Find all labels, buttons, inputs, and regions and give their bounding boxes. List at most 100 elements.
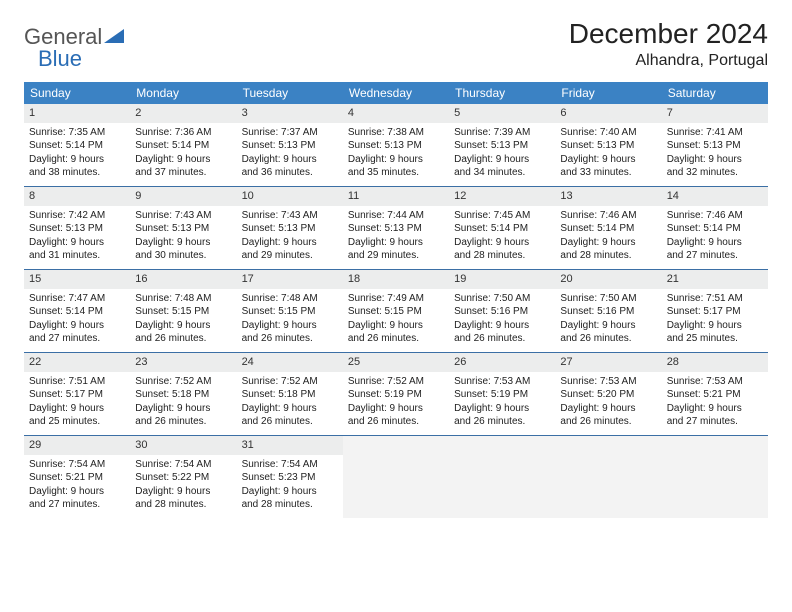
sunrise-line: Sunrise: 7:39 AM: [454, 126, 550, 140]
sunrise-line: Sunrise: 7:35 AM: [29, 126, 125, 140]
day-number: 25: [343, 353, 449, 372]
daylight-line-1: Daylight: 9 hours: [29, 402, 125, 416]
daylight-line-2: and 37 minutes.: [135, 166, 231, 180]
sunset-line: Sunset: 5:20 PM: [560, 388, 656, 402]
day-number: 30: [130, 436, 236, 455]
day-number: 12: [449, 187, 555, 206]
daylight-line-2: and 27 minutes.: [29, 332, 125, 346]
daylight-line-1: Daylight: 9 hours: [135, 319, 231, 333]
sunrise-line: Sunrise: 7:48 AM: [135, 292, 231, 306]
sunset-line: Sunset: 5:18 PM: [242, 388, 338, 402]
week-row: 8Sunrise: 7:42 AMSunset: 5:13 PMDaylight…: [24, 187, 768, 270]
sunrise-line: Sunrise: 7:46 AM: [560, 209, 656, 223]
daylight-line-1: Daylight: 9 hours: [560, 153, 656, 167]
day-cell: 13 Sunrise: 7:46 AMSunset: 5:14 PMDayligh…: [555, 187, 661, 269]
title-block: December 2024 Alhandra, Portugal: [569, 18, 768, 70]
sunrise-line: Sunrise: 7:52 AM: [348, 375, 444, 389]
day-cell: 18Sunrise: 7:49 AMSunset: 5:15 PMDayligh…: [343, 270, 449, 352]
daylight-line-2: and 25 minutes.: [667, 332, 763, 346]
day-number: 1: [24, 104, 130, 123]
daylight-line-2: and 25 minutes.: [29, 415, 125, 429]
daylight-line-1: Daylight: 9 hours: [135, 485, 231, 499]
sunrise-line: Sunrise: 7:50 AM: [454, 292, 550, 306]
day-number: 29: [24, 436, 130, 455]
daylight-line-1: Daylight: 9 hours: [29, 153, 125, 167]
day-number: 13: [555, 187, 661, 206]
day-number: 19: [449, 270, 555, 289]
day-cell: 5Sunrise: 7:39 AMSunset: 5:13 PMDaylight…: [449, 104, 555, 186]
day-header: Friday: [555, 82, 661, 104]
sunset-line: Sunset: 5:13 PM: [242, 139, 338, 153]
sunset-line: Sunset: 5:19 PM: [454, 388, 550, 402]
daylight-line-2: and 27 minutes.: [29, 498, 125, 512]
daylight-line-2: and 26 minutes.: [348, 332, 444, 346]
day-cell: 30Sunrise: 7:54 AMSunset: 5:22 PMDayligh…: [130, 436, 236, 518]
daylight-line-2: and 29 minutes.: [242, 249, 338, 263]
sunrise-line: Sunrise: 7:45 AM: [454, 209, 550, 223]
sunrise-line: Sunrise: 7:54 AM: [135, 458, 231, 472]
sunset-line: Sunset: 5:19 PM: [348, 388, 444, 402]
day-cell: 17Sunrise: 7:48 AMSunset: 5:15 PMDayligh…: [237, 270, 343, 352]
sunset-line: Sunset: 5:15 PM: [135, 305, 231, 319]
daylight-line-1: Daylight: 9 hours: [348, 402, 444, 416]
day-number: 28: [662, 353, 768, 372]
day-header: Thursday: [449, 82, 555, 104]
sunset-line: Sunset: 5:21 PM: [29, 471, 125, 485]
daylight-line-1: Daylight: 9 hours: [242, 485, 338, 499]
day-cell: 3Sunrise: 7:37 AMSunset: 5:13 PMDaylight…: [237, 104, 343, 186]
daylight-line-1: Daylight: 9 hours: [667, 319, 763, 333]
sunset-line: Sunset: 5:16 PM: [560, 305, 656, 319]
day-cell: 29Sunrise: 7:54 AMSunset: 5:21 PMDayligh…: [24, 436, 130, 518]
header: General Blue December 2024 Alhandra, Por…: [24, 18, 768, 72]
day-cell: 16Sunrise: 7:48 AMSunset: 5:15 PMDayligh…: [130, 270, 236, 352]
sunrise-line: Sunrise: 7:53 AM: [454, 375, 550, 389]
daylight-line-1: Daylight: 9 hours: [135, 153, 231, 167]
day-cell: 14Sunrise: 7:46 AMSunset: 5:14 PMDayligh…: [662, 187, 768, 269]
daylight-line-2: and 26 minutes.: [242, 332, 338, 346]
calendar-page: General Blue December 2024 Alhandra, Por…: [0, 0, 792, 536]
day-number: 26: [449, 353, 555, 372]
daylight-line-2: and 27 minutes.: [667, 249, 763, 263]
sunrise-line: Sunrise: 7:54 AM: [242, 458, 338, 472]
day-number: 14: [662, 187, 768, 206]
logo-word2: Blue: [38, 46, 124, 72]
day-cell: 28Sunrise: 7:53 AMSunset: 5:21 PMDayligh…: [662, 353, 768, 435]
day-cell: 6Sunrise: 7:40 AMSunset: 5:13 PMDaylight…: [555, 104, 661, 186]
day-number: 2: [130, 104, 236, 123]
daylight-line-2: and 36 minutes.: [242, 166, 338, 180]
daylight-line-1: Daylight: 9 hours: [135, 402, 231, 416]
sunset-line: Sunset: 5:17 PM: [667, 305, 763, 319]
sunset-line: Sunset: 5:15 PM: [242, 305, 338, 319]
sunrise-line: Sunrise: 7:41 AM: [667, 126, 763, 140]
sunset-line: Sunset: 5:14 PM: [560, 222, 656, 236]
daylight-line-1: Daylight: 9 hours: [560, 236, 656, 250]
day-number: 23: [130, 353, 236, 372]
day-cell: 19Sunrise: 7:50 AMSunset: 5:16 PMDayligh…: [449, 270, 555, 352]
week-row: 22Sunrise: 7:51 AMSunset: 5:17 PMDayligh…: [24, 353, 768, 436]
day-number: 27: [555, 353, 661, 372]
daylight-line-1: Daylight: 9 hours: [348, 236, 444, 250]
daylight-line-1: Daylight: 9 hours: [348, 319, 444, 333]
sunset-line: Sunset: 5:13 PM: [560, 139, 656, 153]
daylight-line-2: and 26 minutes.: [242, 415, 338, 429]
daylight-line-2: and 28 minutes.: [135, 498, 231, 512]
location: Alhandra, Portugal: [569, 52, 768, 70]
sunrise-line: Sunrise: 7:44 AM: [348, 209, 444, 223]
daylight-line-2: and 28 minutes.: [454, 249, 550, 263]
day-cell: 10Sunrise: 7:43 AMSunset: 5:13 PMDayligh…: [237, 187, 343, 269]
day-number: 20: [555, 270, 661, 289]
day-header: Sunday: [24, 82, 130, 104]
day-number: 10: [237, 187, 343, 206]
daylight-line-1: Daylight: 9 hours: [135, 236, 231, 250]
sunrise-line: Sunrise: 7:54 AM: [29, 458, 125, 472]
empty-cell: [449, 436, 555, 518]
day-number: 7: [662, 104, 768, 123]
daylight-line-1: Daylight: 9 hours: [242, 236, 338, 250]
day-number: 24: [237, 353, 343, 372]
day-cell: 9Sunrise: 7:43 AMSunset: 5:13 PMDaylight…: [130, 187, 236, 269]
sunrise-line: Sunrise: 7:47 AM: [29, 292, 125, 306]
daylight-line-1: Daylight: 9 hours: [667, 153, 763, 167]
sunrise-line: Sunrise: 7:53 AM: [667, 375, 763, 389]
logo: General Blue: [24, 24, 124, 72]
sunrise-line: Sunrise: 7:51 AM: [667, 292, 763, 306]
